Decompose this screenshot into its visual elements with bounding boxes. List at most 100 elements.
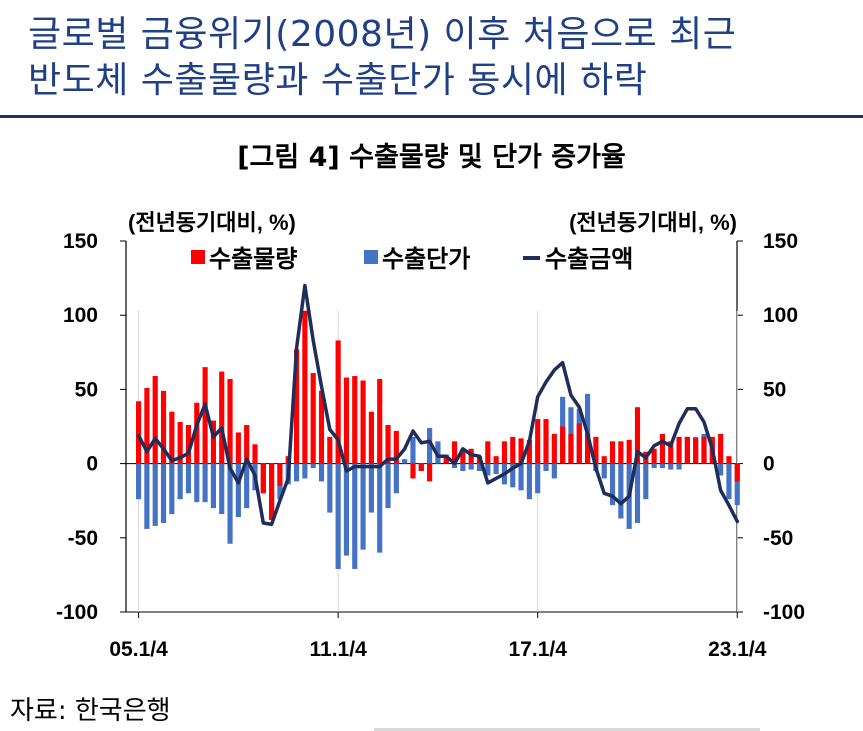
bar-price	[194, 463, 200, 503]
legend-label-price: 수출단가	[382, 246, 470, 273]
bar-price	[510, 463, 516, 488]
bar-volume	[377, 379, 383, 464]
bar-volume	[485, 441, 491, 464]
bar-price	[377, 463, 383, 553]
bar-volume	[568, 433, 574, 464]
bar-price	[668, 463, 674, 470]
bar-price	[185, 463, 192, 494]
bar-volume	[410, 463, 416, 479]
bar-price	[293, 463, 300, 482]
y-tick-label-right: 0	[763, 453, 775, 476]
bar-price	[227, 463, 233, 544]
bar-price	[393, 463, 399, 494]
bottom-divider	[374, 728, 760, 731]
bar-price	[601, 463, 607, 479]
bar-volume	[618, 441, 624, 464]
bar-price	[493, 463, 499, 474]
bar-price	[368, 463, 374, 513]
bar-price	[385, 463, 391, 509]
headline-line-1: 글로벌 금융위기(2008년) 이후 처음으로 최근	[28, 14, 737, 55]
bar-volume	[543, 419, 549, 464]
headline-line-2: 반도체 수출물량과 수출단가 동시에 하락	[28, 60, 648, 101]
bar-volume	[252, 444, 258, 464]
bar-volume	[393, 430, 399, 464]
y-tick-label-right: -100	[763, 601, 805, 624]
bar-price	[235, 463, 241, 518]
bar-volume	[609, 441, 616, 464]
bar-volume	[427, 463, 433, 482]
bar-price	[460, 463, 466, 472]
legend-label-volume: 수출물량	[209, 246, 297, 273]
bar-volume	[368, 411, 374, 464]
y-axis-title-left: (전년동기대비, %)	[128, 210, 296, 235]
headline: 글로벌 금융위기(2008년) 이후 처음으로 최근 반도체 수출물량과 수출단…	[28, 12, 858, 104]
bar-price	[659, 463, 666, 469]
bar-volume	[385, 425, 391, 464]
bar-price	[136, 463, 142, 500]
y-tick-label-left: 50	[75, 378, 98, 401]
bar-volume	[451, 441, 458, 464]
bar-volume	[343, 377, 350, 464]
y-tick-label-right: 100	[763, 304, 798, 327]
bar-volume	[194, 402, 200, 464]
bar-volume	[177, 422, 183, 464]
bar-volume	[526, 439, 532, 464]
y-tick-label-left: -100	[56, 601, 98, 624]
bar-price	[543, 463, 549, 472]
bar-volume	[302, 310, 308, 464]
bar-price	[335, 463, 341, 569]
bar-volume	[260, 463, 266, 494]
bar-price	[634, 463, 641, 523]
x-tick-label: 05.1/4	[109, 638, 168, 661]
bar-volume	[734, 463, 740, 482]
bar-price	[169, 463, 175, 515]
bar-volume	[169, 411, 175, 464]
bar-volume	[501, 441, 508, 464]
bar-volume	[360, 380, 366, 464]
bar-volume	[235, 432, 241, 464]
bar-volume	[510, 436, 516, 464]
legend-label-value: 수출금액	[545, 246, 633, 273]
bar-price	[526, 463, 532, 500]
bar-price	[726, 463, 732, 500]
y-tick-label-right: -50	[763, 527, 793, 550]
bar-price	[643, 463, 649, 500]
y-tick-label-left: 100	[63, 304, 98, 327]
bar-volume	[593, 436, 599, 464]
bar-volume	[634, 407, 641, 464]
bar-volume	[718, 433, 724, 464]
chart-title: [그림 4] 수출물량 및 단가 증가율	[237, 142, 626, 173]
bar-volume	[726, 456, 732, 464]
bar-volume	[227, 379, 233, 464]
bar-volume	[144, 387, 150, 464]
x-tick-label: 11.1/4	[310, 638, 368, 661]
bar-volume	[668, 441, 674, 464]
bar-price	[468, 463, 474, 470]
y-tick-label-right: 150	[763, 230, 798, 253]
bar-volume	[277, 463, 283, 486]
bar-volume	[136, 401, 142, 464]
bar-volume	[327, 436, 333, 464]
bar-price	[219, 463, 225, 515]
bar-volume	[185, 425, 192, 464]
bar-volume	[460, 448, 466, 464]
bar-volume	[293, 349, 300, 464]
bar-price	[244, 463, 250, 509]
bar-volume	[244, 425, 250, 464]
bar-volume	[318, 390, 325, 464]
bar-volume	[659, 433, 666, 464]
bar-price	[352, 463, 358, 569]
source-note: 자료: 한국은행	[10, 696, 171, 726]
bar-price	[360, 463, 366, 550]
bar-price	[302, 463, 308, 479]
bar-price	[485, 463, 491, 476]
legend-swatch-volume	[191, 250, 205, 264]
bar-price	[202, 463, 208, 503]
bar-volume	[626, 439, 632, 464]
bar-volume	[601, 456, 607, 464]
bar-price	[651, 463, 657, 469]
x-tick-label: 17.1/4	[509, 638, 568, 661]
bar-price	[343, 463, 350, 556]
bar-price	[160, 463, 167, 523]
bar-volume	[202, 367, 208, 464]
